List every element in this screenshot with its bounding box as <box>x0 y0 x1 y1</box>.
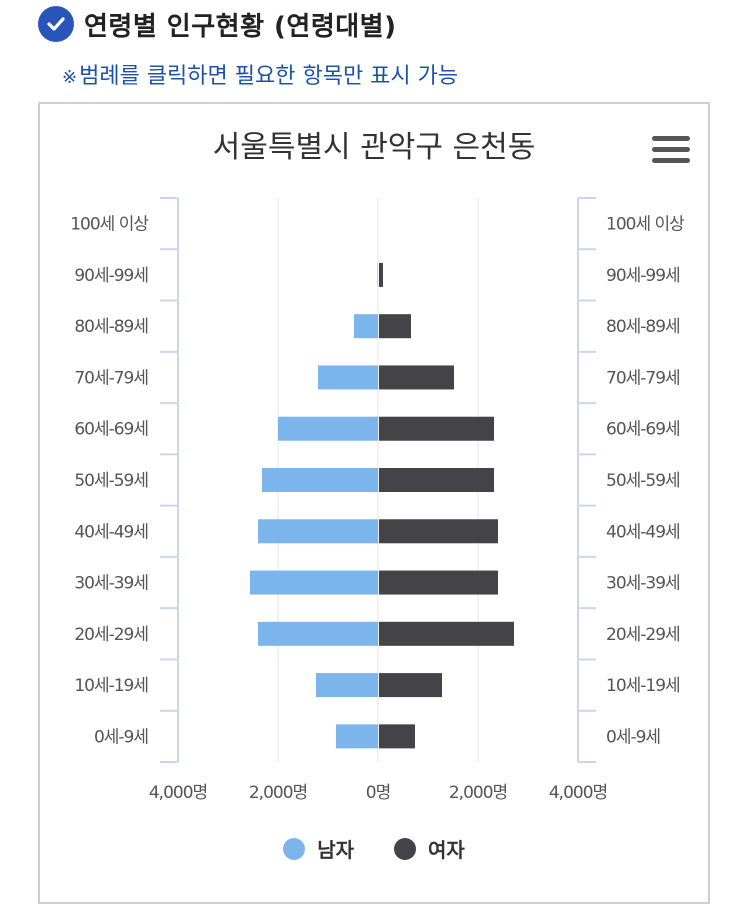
y-tick-label-left: 60세-69세 <box>74 420 148 440</box>
female-bar <box>379 519 498 544</box>
legend-item-male[interactable]: 남자 <box>283 834 354 863</box>
chart-title: 서울특별시 관악구 은천동 <box>212 130 536 165</box>
y-tick-label-left: 70세-79세 <box>74 368 148 388</box>
chart-legend: 남자 여자 <box>40 834 708 863</box>
female-bar <box>379 570 498 595</box>
x-tick-label: 2,000명 <box>449 783 507 803</box>
y-tick-label-right: 100세 이상 <box>606 215 685 235</box>
female-bar <box>379 365 454 390</box>
legend-label-female: 여자 <box>428 838 465 862</box>
male-legend-dot <box>283 837 306 860</box>
male-bar <box>354 314 378 339</box>
hamburger-menu-icon[interactable] <box>652 136 690 164</box>
y-tick-label-right: 80세-89세 <box>606 317 680 337</box>
x-tick-label: 2,000명 <box>249 783 307 803</box>
female-bar <box>379 262 383 287</box>
section-header: 연령별 인구현황 (연령대별) <box>38 4 397 44</box>
x-tick-label: 4,000명 <box>549 783 607 803</box>
x-tick-label: 4,000명 <box>149 783 207 803</box>
y-tick-label-left: 100세 이상 <box>70 215 149 235</box>
male-bar <box>336 724 378 749</box>
y-tick-label-left: 10세-19세 <box>74 676 148 696</box>
female-bar <box>379 621 514 646</box>
female-bar <box>379 416 494 441</box>
female-legend-dot <box>394 837 416 860</box>
legend-notice: ※범례를 클릭하면 필요한 항목만 표시 가능 <box>62 58 458 90</box>
male-bar <box>377 262 378 287</box>
y-tick-label-right: 20세-29세 <box>606 625 680 645</box>
y-tick-label-left: 90세-99세 <box>74 266 148 286</box>
male-bar <box>250 570 378 595</box>
section-title: 연령별 인구현황 (연령대별) <box>84 11 397 42</box>
female-bar <box>379 314 411 339</box>
legend-item-female[interactable]: 여자 <box>394 834 465 863</box>
y-tick-label-left: 80세-89세 <box>74 317 148 337</box>
female-bar <box>379 724 415 749</box>
population-pyramid-chart: 4,000명 2,000명 0명 2,000명 4,000명 100세 이상 100세 이상… <box>70 197 686 803</box>
female-bar <box>379 673 442 698</box>
y-tick-label-left: 50세-59세 <box>74 471 148 491</box>
y-tick-label-left: 20세-29세 <box>74 625 148 645</box>
legend-label-male: 남자 <box>317 838 354 862</box>
y-tick-label-right: 60세-69세 <box>606 420 680 440</box>
y-tick-label-left: 0세-9세 <box>94 727 148 747</box>
checkmark-icon <box>47 17 65 31</box>
male-bar <box>258 519 378 544</box>
y-tick-label-right: 10세-19세 <box>606 676 680 696</box>
y-tick-label-right: 30세-39세 <box>606 574 680 594</box>
male-bar <box>316 673 378 698</box>
notice-text: 범례를 클릭하면 필요한 항목만 표시 가능 <box>79 64 459 89</box>
male-bar <box>258 621 378 646</box>
check-circle-icon <box>38 6 74 42</box>
notice-mark: ※ <box>62 67 78 88</box>
y-tick-label-right: 50세-59세 <box>606 471 680 491</box>
y-tick-label-left: 40세-49세 <box>74 522 148 542</box>
chart-container: 4,000명 2,000명 0명 2,000명 4,000명 100세 이상 100세 이상… <box>38 102 710 904</box>
male-bar <box>262 468 378 492</box>
y-tick-label-right: 90세-99세 <box>606 266 680 286</box>
x-tick-label: 0명 <box>366 783 390 803</box>
female-bar <box>379 468 494 492</box>
male-bar <box>278 416 378 441</box>
y-tick-label-right: 40세-49세 <box>606 522 680 542</box>
y-tick-label-right: 70세-79세 <box>606 368 680 388</box>
male-bar <box>318 365 378 390</box>
y-tick-label-right: 0세-9세 <box>606 727 660 747</box>
y-tick-label-left: 30세-39세 <box>74 574 148 594</box>
